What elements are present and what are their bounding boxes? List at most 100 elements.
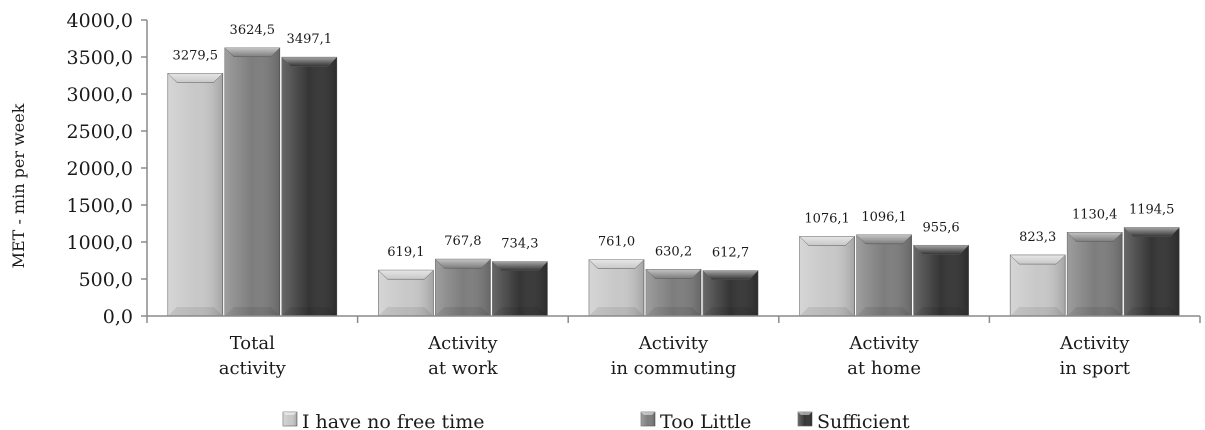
category-label: Activity — [638, 333, 709, 354]
bar-top-highlight — [703, 270, 758, 280]
bar-top-highlight — [492, 261, 548, 271]
y-axis-title: MET - min per week — [9, 103, 28, 268]
bar-shading — [1067, 232, 1123, 316]
bar-top-highlight — [856, 234, 912, 244]
bar-shading — [589, 259, 644, 316]
bar — [224, 47, 281, 317]
bar — [1066, 232, 1123, 317]
data-label: 734,3 — [501, 237, 538, 252]
data-labels: 3279,5 619,1 761,0 1076,1 823,3 3624,5 767,8 63… — [173, 23, 1175, 261]
y-tick-label: 1000,0 — [67, 232, 133, 254]
bar-top-highlight — [646, 269, 701, 279]
category-label: Activity — [848, 333, 919, 354]
data-label: 3497,1 — [287, 32, 333, 47]
bar-bottom-bevel — [646, 307, 701, 316]
bar-top-highlight — [1010, 255, 1066, 265]
legend-label: Too Little — [660, 411, 751, 430]
bar-top-highlight — [167, 73, 223, 83]
bar-bottom-bevel — [589, 307, 644, 316]
category-label: Total — [230, 333, 275, 354]
bar-shading — [913, 245, 969, 316]
bar — [855, 234, 913, 317]
bar-shading — [799, 236, 855, 316]
category-label: Activity — [1059, 333, 1130, 354]
category-label: Activity — [427, 333, 498, 354]
legend-item: I have no free time — [282, 411, 484, 430]
bar-bottom-bevel — [1067, 307, 1123, 316]
data-label: 630,2 — [655, 244, 692, 259]
data-label: 619,1 — [387, 245, 424, 260]
y-tick-label: 500,0 — [79, 269, 133, 291]
y-tick-label: 3000,0 — [67, 84, 133, 106]
category-label: in commuting — [611, 358, 737, 379]
legend: I have no free time Too Little Sufficient — [282, 411, 910, 430]
bar — [1009, 254, 1066, 317]
bar-shading — [281, 57, 337, 316]
legend-swatch-shading — [283, 412, 297, 426]
category-label: in sport — [1059, 358, 1130, 379]
bar — [702, 270, 759, 317]
bar-bottom-bevel — [378, 307, 434, 316]
bar-bottom-bevel — [703, 307, 758, 316]
bar-bottom-bevel — [492, 307, 548, 316]
bar — [491, 261, 549, 317]
bar-bottom-bevel — [167, 307, 223, 316]
bar-bottom-bevel — [281, 307, 337, 316]
bar-top-highlight — [799, 236, 855, 246]
y-tick-label: 3500,0 — [67, 47, 133, 69]
bar-bottom-bevel — [224, 307, 280, 316]
data-label: 1194,5 — [1129, 203, 1175, 218]
y-tick-label: 1500,0 — [67, 195, 133, 217]
bar — [588, 259, 645, 317]
bar-bottom-bevel — [1010, 307, 1066, 316]
y-tick-label: 2500,0 — [67, 121, 133, 143]
bar — [1123, 227, 1180, 317]
bar — [377, 269, 435, 317]
bar-shading — [856, 234, 912, 316]
bar-bottom-bevel — [435, 307, 491, 316]
data-label: 955,6 — [922, 220, 959, 235]
bar-top-highlight — [1067, 232, 1123, 242]
bar — [645, 269, 702, 317]
bar-top-highlight — [435, 259, 491, 269]
bar-top-highlight — [1124, 227, 1180, 237]
bar-shading — [224, 47, 280, 317]
category-label: at work — [428, 358, 499, 379]
data-label: 767,8 — [444, 234, 481, 249]
x-axis: Total activity Activity at work Activity in c… — [146, 315, 1201, 379]
legend-item: Sufficient — [797, 411, 910, 430]
legend-swatch-bevel — [283, 412, 297, 415]
bar — [798, 236, 856, 317]
bar-bottom-bevel — [856, 307, 912, 316]
bar-shading — [167, 73, 223, 316]
bar-shading — [435, 259, 491, 316]
legend-label: I have no free time — [302, 411, 484, 430]
y-tick-label: 2000,0 — [67, 158, 133, 180]
bar — [167, 73, 224, 317]
bar-top-highlight — [378, 270, 434, 280]
bar-top-highlight — [913, 245, 969, 255]
bar — [912, 244, 970, 317]
bar-shading — [1124, 227, 1180, 316]
data-label: 612,7 — [712, 246, 749, 261]
legend-item: Too Little — [640, 411, 751, 430]
data-label: 1076,1 — [804, 211, 850, 226]
legend-swatch-shading — [641, 412, 655, 426]
category-label: activity — [219, 358, 287, 379]
bar-top-highlight — [224, 47, 280, 57]
bar — [434, 258, 492, 317]
data-label: 1096,1 — [861, 210, 907, 225]
legend-swatch-bevel — [641, 412, 655, 415]
bar-bottom-bevel — [1124, 307, 1180, 316]
bar-top-highlight — [281, 57, 337, 67]
data-label: 3624,5 — [230, 23, 276, 38]
data-label: 823,3 — [1019, 230, 1056, 245]
bar-top-highlight — [589, 259, 644, 269]
y-tick-label: 4000,0 — [67, 10, 133, 32]
data-label: 3279,5 — [173, 48, 219, 63]
data-label: 1130,4 — [1072, 207, 1118, 222]
bar-bottom-bevel — [913, 307, 969, 316]
legend-swatch-bevel — [798, 412, 812, 415]
bar-bottom-bevel — [799, 307, 855, 316]
